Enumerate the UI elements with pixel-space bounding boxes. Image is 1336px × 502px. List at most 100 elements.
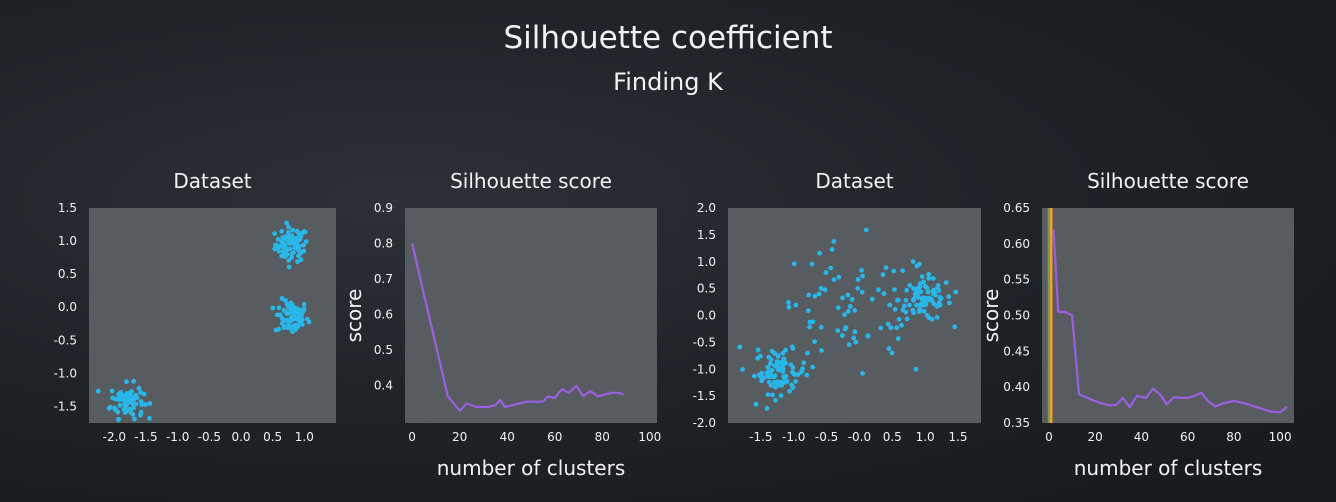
scatter-point: [279, 239, 285, 245]
x-tick-label: 0: [1045, 430, 1053, 444]
scatter-point: [275, 237, 281, 242]
y-tick-label: -1.0: [54, 366, 77, 380]
scatter-point: [810, 319, 816, 325]
scatter-point: [892, 287, 897, 292]
scatter-point: [127, 406, 133, 412]
y-tick-label: 0.40: [1003, 380, 1030, 394]
y-tick-label: 1.5: [58, 201, 77, 215]
y-tick-label: 0.6: [374, 308, 393, 322]
scatter-point: [297, 244, 302, 249]
scatter-point: [804, 372, 810, 378]
scatter-point: [298, 257, 304, 263]
scatter-point: [880, 272, 886, 278]
scatter-point: [147, 415, 152, 421]
scatter-point: [132, 416, 137, 422]
y-tick-label: 0.5: [374, 343, 393, 357]
scatter-point: [922, 283, 928, 289]
scatter-point: [911, 286, 916, 291]
scatter-point: [913, 366, 919, 372]
scatter-point: [860, 371, 865, 376]
scatter-point: [860, 273, 865, 279]
scatter-point: [817, 250, 823, 256]
scatter-point: [845, 292, 851, 298]
scatter-point: [791, 261, 797, 267]
x-tick-label: 60: [1180, 430, 1195, 444]
scatter-point: [847, 304, 853, 309]
scatter-point: [286, 224, 291, 230]
y-tick-label: 0.9: [374, 201, 393, 215]
scatter-point: [910, 259, 916, 264]
x-tick-label: -0.5: [815, 430, 838, 444]
scatter-point: [286, 264, 292, 270]
scatter-point: [799, 368, 805, 373]
scatter-point: [921, 302, 927, 308]
scatter-point: [107, 404, 113, 410]
scatter-point: [766, 354, 772, 360]
scatter-point: [781, 374, 787, 379]
scatter-point: [823, 270, 829, 275]
scatter-point: [946, 294, 952, 300]
scatter-point: [272, 246, 278, 252]
scatter-point: [914, 263, 920, 269]
scatter-point: [133, 392, 139, 398]
y-tick-label: 0.55: [1003, 273, 1030, 287]
scatter-point: [270, 305, 276, 311]
scatter-point: [818, 285, 824, 291]
scatter-point: [846, 309, 851, 314]
scatter-point: [886, 346, 892, 351]
scatter-point: [835, 328, 841, 333]
scatter-point: [852, 329, 858, 335]
scatter-point: [291, 313, 296, 318]
plot-area-4: [1042, 208, 1294, 423]
y-tick-label: 0.45: [1003, 344, 1030, 358]
scatter-point: [831, 277, 837, 283]
scatter-point: [937, 294, 943, 300]
x-tick-label: 0.5: [263, 430, 282, 444]
scatter-point: [801, 360, 807, 366]
scatter-point: [755, 347, 761, 353]
x-tick-label: -1.5: [134, 430, 157, 444]
chart-title-2: Silhouette score: [450, 169, 612, 193]
scatter-point: [298, 319, 303, 325]
scatter-point: [124, 398, 130, 404]
scatter-point: [910, 307, 916, 313]
x-tick-label: -1.0: [166, 430, 189, 444]
scatter-point: [822, 287, 828, 293]
scatter-point: [795, 372, 801, 377]
scatter-point: [282, 235, 288, 241]
scatter-point: [780, 350, 786, 356]
scatter-point: [287, 324, 292, 329]
scatter-point: [934, 314, 940, 320]
y-tick-label: 0.0: [58, 300, 77, 314]
chart-title-4: Silhouette score: [1087, 169, 1249, 193]
scatter-point: [755, 355, 760, 361]
x-tick-label: 1.5: [948, 430, 967, 444]
y-tick-label: -0.5: [54, 333, 77, 347]
scatter-point: [295, 253, 301, 259]
scatter-point: [859, 267, 864, 273]
scatter-point: [790, 385, 796, 391]
plot-area-2: [405, 208, 657, 423]
scatter-point: [952, 324, 958, 330]
y-axis-label: score: [342, 289, 366, 343]
scatter-point: [276, 248, 282, 254]
scatter-point: [772, 373, 778, 379]
scatter-point: [809, 261, 815, 267]
scatter-point: [831, 239, 837, 244]
scatter-point: [303, 239, 309, 245]
scatter-point: [812, 339, 817, 344]
scatter-point: [276, 305, 282, 311]
scatter-point: [805, 308, 811, 314]
x-tick-label: 20: [452, 430, 467, 444]
y-tick-label: -1.5: [54, 399, 77, 413]
scatter-point: [272, 231, 278, 237]
scatter-point: [764, 370, 770, 376]
scatter-point: [772, 380, 777, 385]
scatter-point: [131, 378, 137, 384]
chart-title-1: Dataset: [173, 169, 251, 193]
scatter-point: [921, 308, 927, 314]
scatter-point: [136, 385, 142, 391]
scatter-point: [766, 379, 772, 385]
scatter-point: [876, 287, 881, 293]
